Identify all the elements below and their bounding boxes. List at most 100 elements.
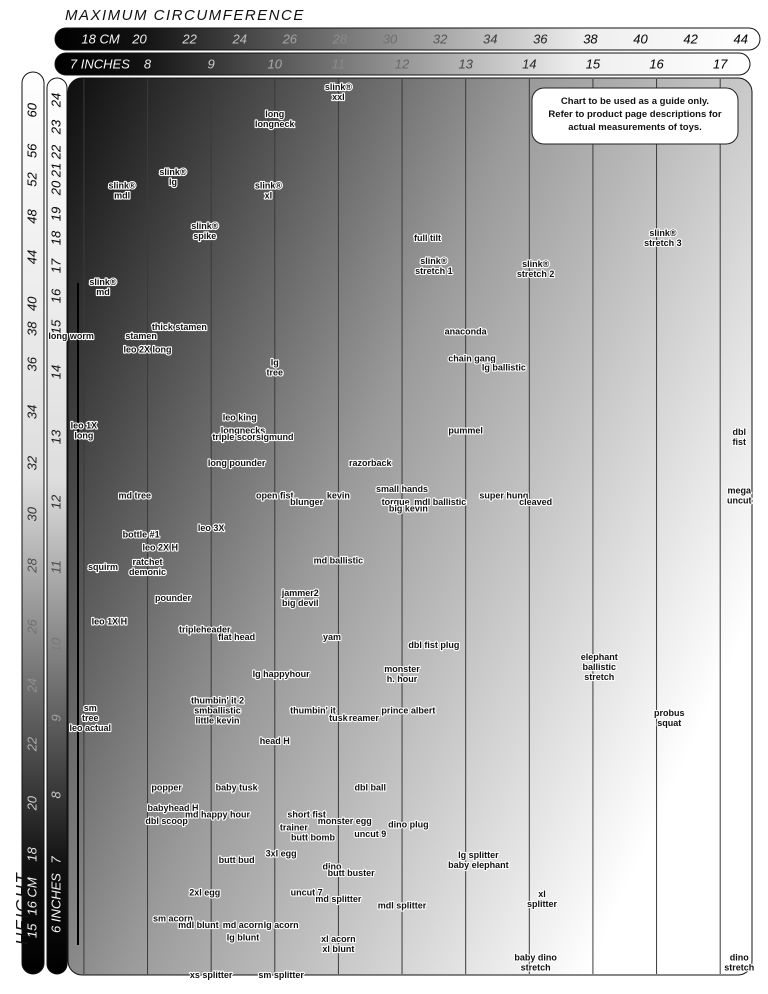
point-label: baby tusk bbox=[216, 782, 259, 792]
point-label-line: md splitter bbox=[315, 894, 362, 904]
point-label-line: lg bbox=[169, 177, 177, 187]
point-label: blunger bbox=[290, 497, 323, 507]
point-label: slink® stretch 2 bbox=[517, 259, 555, 279]
point-label-line: stretch 1 bbox=[415, 266, 453, 276]
point-label: dino bbox=[323, 862, 342, 872]
x2-tick-label: 38 bbox=[583, 31, 598, 46]
point-label-line: head H bbox=[260, 736, 290, 746]
point-label: tripleheader bbox=[179, 624, 231, 634]
y2-tick-label: 36 bbox=[24, 356, 39, 371]
point-label-line: butt buster bbox=[328, 868, 375, 878]
x2-tick-label: 40 bbox=[633, 31, 648, 46]
point-label: md ballistic bbox=[314, 556, 364, 566]
point-label-line: tree bbox=[267, 368, 284, 378]
y-tick-label: 6 INCHES bbox=[48, 873, 63, 933]
y2-tick-label: 28 bbox=[24, 557, 39, 573]
point-label: kevin bbox=[327, 491, 350, 501]
point-label-line: baby dino bbox=[514, 953, 557, 963]
x2-tick-label: 28 bbox=[332, 31, 348, 46]
point-label: probus squat bbox=[654, 708, 685, 728]
point-label-line: anaconda bbox=[445, 327, 488, 337]
point-label-line: lg bbox=[271, 358, 279, 368]
y-tick-label: 7 bbox=[48, 856, 63, 864]
point-label-line: stretch bbox=[724, 963, 754, 973]
y2-tick-label: 15 bbox=[24, 923, 39, 938]
point-label-line: torque bbox=[382, 497, 410, 507]
point-label-line: dino bbox=[323, 862, 342, 872]
point-label-line: tripleheader bbox=[179, 624, 231, 634]
point-label-line: monster bbox=[384, 664, 420, 674]
y2-tick-label: 20 bbox=[24, 795, 39, 811]
point-label-line: mdl blunt bbox=[178, 920, 219, 930]
point-label: uncut 9 bbox=[354, 829, 386, 839]
point-label: slink® stretch 1 bbox=[415, 256, 453, 276]
note-line: Chart to be used as a guide only. bbox=[561, 96, 709, 107]
point-label-line: uncut 7 bbox=[291, 888, 323, 898]
point-label-line: lg ballistic bbox=[482, 363, 526, 373]
point-label: lg tree bbox=[267, 358, 284, 378]
point-label-line: slink® bbox=[191, 221, 219, 231]
point-label: bottle #1 bbox=[123, 530, 160, 540]
x-tick-label: 16 bbox=[649, 56, 664, 71]
point-label-line: prince albert bbox=[381, 706, 435, 716]
point-label-line: stretch bbox=[521, 963, 551, 973]
point-label: mega uncut bbox=[727, 486, 752, 506]
point-label: uncut 7 bbox=[291, 888, 323, 898]
point-label-line: squat bbox=[657, 718, 681, 728]
point-label-line: bottle #1 bbox=[123, 530, 160, 540]
point-label: butt buster bbox=[328, 868, 375, 878]
y-tick-label: 8 bbox=[48, 791, 63, 799]
point-label-line: ballistic bbox=[583, 662, 617, 672]
point-label: lg blunt bbox=[227, 933, 260, 943]
point-label: stamen bbox=[125, 331, 157, 341]
point-label-line: lg blunt bbox=[227, 933, 260, 943]
point-label-line: smballistic bbox=[194, 706, 241, 716]
point-label-line: mega bbox=[728, 486, 753, 496]
point-label: long longneck bbox=[255, 109, 296, 129]
point-label-line: probus bbox=[654, 708, 685, 718]
point-label-line: small hands bbox=[376, 484, 428, 494]
y2-tick-label: 38 bbox=[24, 321, 39, 336]
point-label-line: big kevin bbox=[389, 504, 428, 514]
point-label-line: sm bbox=[84, 703, 97, 713]
point-label-line: slink® bbox=[159, 167, 187, 177]
point-label-line: butt bomb bbox=[291, 832, 335, 842]
point-label: leo 1X long bbox=[71, 421, 98, 441]
point-label: xs splitter bbox=[190, 970, 233, 980]
point-label-line: yam bbox=[323, 632, 341, 642]
point-label-line: stretch 2 bbox=[517, 269, 555, 279]
point-label: leo 1X H bbox=[92, 617, 128, 627]
y-tick-label: 12 bbox=[48, 494, 63, 509]
point-label-line: pounder bbox=[155, 593, 191, 603]
y-tick-label: 22 bbox=[48, 144, 63, 160]
x-tick-label: 8 bbox=[144, 56, 152, 71]
point-label: dbl scoop bbox=[145, 816, 188, 826]
point-label-line: fist bbox=[733, 437, 747, 447]
point-label: sigmund bbox=[256, 432, 294, 442]
point-label-line: dbl ball bbox=[354, 782, 386, 792]
point-label-line: xxl bbox=[332, 92, 345, 102]
x-tick-label: 10 bbox=[268, 56, 283, 71]
point-label: babyhead H bbox=[147, 803, 198, 813]
point-label-line: longneck bbox=[255, 119, 296, 129]
point-label: dbl fist bbox=[733, 427, 747, 447]
cm-height-band bbox=[21, 71, 45, 975]
point-label: 2xl egg bbox=[189, 888, 220, 898]
y2-tick-label: 16 CM bbox=[24, 877, 39, 915]
x2-tick-label: 20 bbox=[131, 31, 147, 46]
point-label-line: leo actual bbox=[70, 723, 112, 733]
point-label-line: md bbox=[96, 287, 110, 297]
point-label: anaconda bbox=[445, 327, 488, 337]
point-label-line: leo 2X H bbox=[143, 543, 179, 553]
point-label-line: triple score bbox=[212, 432, 261, 442]
point-label-line: short fist bbox=[287, 810, 326, 820]
y2-tick-label: 18 bbox=[24, 846, 39, 861]
x-tick-label: 7 INCHES bbox=[70, 56, 130, 71]
point-label-line: lg splitter bbox=[458, 850, 499, 860]
x2-tick-label: 26 bbox=[282, 31, 298, 46]
point-label-line: demonic bbox=[129, 567, 166, 577]
point-label: tusk bbox=[329, 713, 349, 723]
point-label-line: slink® bbox=[522, 259, 550, 269]
point-label: mdl ballistic bbox=[414, 497, 466, 507]
point-label: leo 2X long bbox=[124, 345, 172, 355]
